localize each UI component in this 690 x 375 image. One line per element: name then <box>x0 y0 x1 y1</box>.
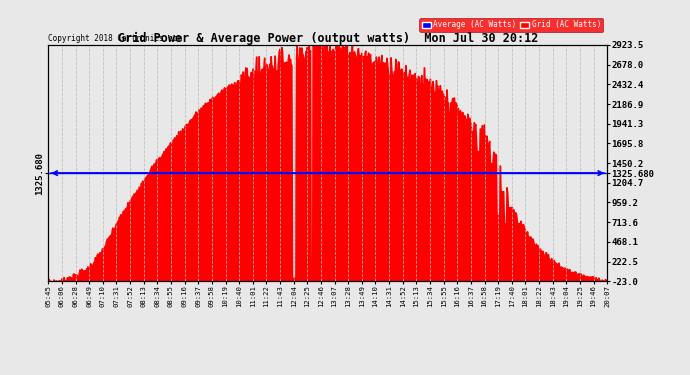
Title: Grid Power & Average Power (output watts)  Mon Jul 30 20:12: Grid Power & Average Power (output watts… <box>117 32 538 45</box>
Legend: Average (AC Watts), Grid (AC Watts): Average (AC Watts), Grid (AC Watts) <box>420 18 603 32</box>
Text: Copyright 2018 Cartronics.com: Copyright 2018 Cartronics.com <box>48 34 182 43</box>
